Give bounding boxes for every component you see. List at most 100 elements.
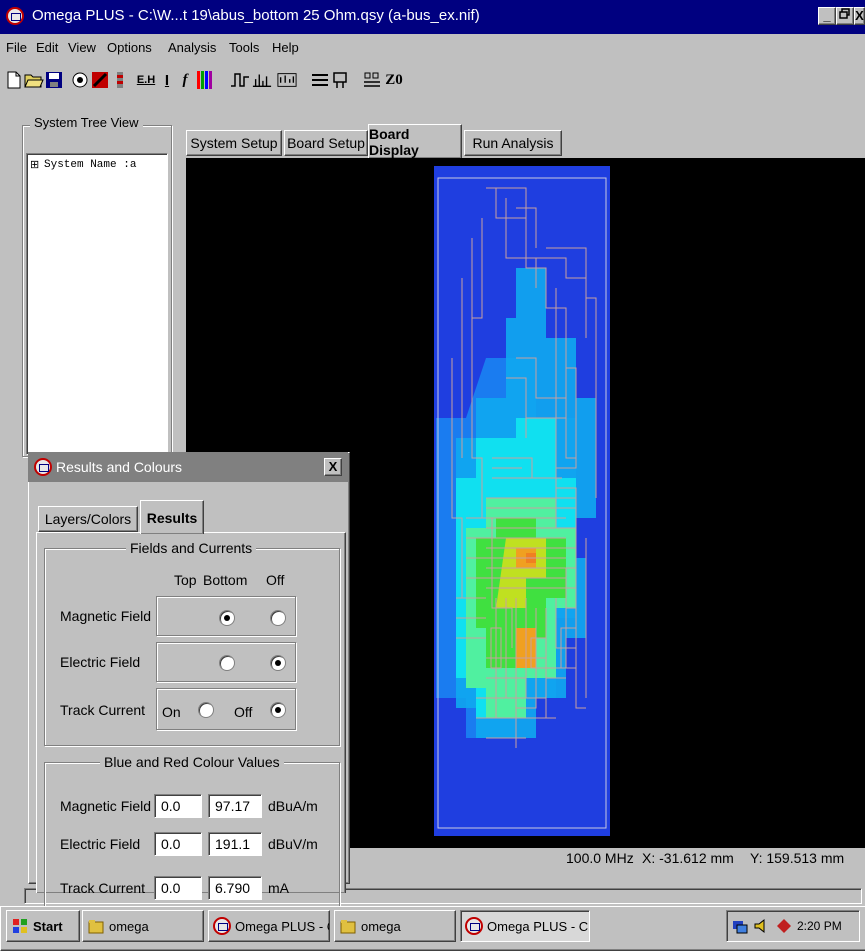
clock[interactable]: 2:20 PM (797, 919, 842, 933)
tab-layers-colors[interactable]: Layers/Colors (38, 506, 138, 532)
color-picker-icon[interactable] (90, 69, 110, 91)
current-icon[interactable]: I (164, 71, 170, 89)
task-omega-plus-2[interactable]: Omega PLUS - C:... (460, 910, 590, 942)
value-electric-label: Electric Field (60, 836, 141, 852)
measure-icon[interactable] (277, 69, 297, 91)
track-off-radio[interactable] (270, 702, 286, 718)
spectrum-icon[interactable] (195, 69, 215, 91)
task-omega-2[interactable]: omega (334, 910, 456, 942)
magnetic-bottom-radio[interactable] (219, 610, 235, 626)
toolbar: E.H I f Z0 (0, 63, 865, 99)
track-current-row-box (156, 688, 296, 730)
minimize-button[interactable]: _ (818, 7, 836, 25)
omega-app-icon (213, 917, 231, 935)
open-folder-icon[interactable] (24, 69, 44, 91)
track-on-label: On (162, 704, 181, 720)
electric-field-row-box (156, 642, 296, 682)
tree-expand-icon[interactable]: ⊞ (30, 159, 40, 171)
waveform-icon[interactable] (252, 69, 272, 91)
status-x-coordinate: X: -31.612 mm (642, 850, 734, 866)
network-icon[interactable] (731, 917, 749, 935)
task-omega-plus-1[interactable]: Omega PLUS - C:... (208, 910, 330, 942)
windows-logo-icon (13, 919, 27, 933)
menu-view[interactable]: View (68, 40, 96, 55)
restore-button[interactable] (836, 7, 854, 25)
menu-file[interactable]: File (6, 40, 27, 55)
title-bar[interactable]: Omega PLUS - C:\W...t 19\abus_bottom 25 … (0, 0, 865, 34)
tab-board-setup[interactable]: Board Setup (284, 130, 368, 156)
track-off-label: Off (234, 704, 253, 720)
board-heatmap (434, 166, 610, 836)
menu-options[interactable]: Options (107, 40, 152, 55)
dialog-close-button[interactable]: X (324, 458, 342, 476)
app-icon[interactable] (6, 7, 24, 25)
component-icon[interactable] (330, 69, 350, 91)
magnetic-off-radio[interactable] (270, 610, 286, 626)
tab-results[interactable]: Results (140, 500, 204, 534)
layers-icon[interactable] (310, 69, 330, 91)
electric-field-label: Electric Field (60, 654, 141, 670)
start-label: Start (33, 918, 63, 934)
track-unit: mA (268, 880, 289, 896)
mode-icon[interactable] (362, 69, 382, 91)
task-omega-1[interactable]: omega (82, 910, 204, 942)
electric-red-input[interactable]: 191.1 (208, 832, 262, 856)
electric-off-radio[interactable] (270, 655, 286, 671)
task-label: Omega PLUS - C:... (487, 918, 589, 934)
track-red-input[interactable]: 6.790 (208, 876, 262, 900)
start-button[interactable]: Start (6, 910, 80, 942)
close-button[interactable]: X (854, 7, 865, 25)
task-label: Omega PLUS - C:... (235, 918, 329, 934)
magnetic-unit: dBuA/m (268, 798, 318, 814)
pulse-icon[interactable] (230, 69, 250, 91)
menu-bar: File Edit View Options Analysis Tools He… (0, 36, 865, 60)
tab-system-setup[interactable]: System Setup (186, 130, 282, 156)
menu-tools[interactable]: Tools (229, 40, 260, 55)
value-track-label: Track Current (60, 880, 146, 896)
task-label: omega (361, 918, 401, 934)
dialog-title-bar[interactable]: Results and Colours X (28, 452, 348, 482)
status-frequency: 100.0 MHz (566, 850, 634, 866)
eh-field-icon[interactable]: E.H (136, 74, 156, 86)
window-title: Omega PLUS - C:\W...t 19\abus_bottom 25 … (32, 7, 480, 24)
menu-help[interactable]: Help (272, 40, 299, 55)
column-bottom: Bottom (203, 572, 248, 588)
tab-board-display[interactable]: Board Display (368, 124, 462, 158)
electric-blue-input[interactable]: 0.0 (154, 832, 202, 856)
electric-bottom-radio[interactable] (219, 655, 235, 671)
menu-edit[interactable]: Edit (36, 40, 59, 55)
menu-analysis[interactable]: Analysis (168, 40, 217, 55)
tree-item-system-name[interactable]: System Name :a (44, 159, 137, 171)
system-tree-title: System Tree View (30, 115, 143, 130)
omega-app-icon (465, 917, 483, 935)
track-blue-input[interactable]: 0.0 (154, 876, 202, 900)
status-y-coordinate: Y: 159.513 mm (750, 850, 845, 866)
system-tree-list[interactable] (26, 153, 168, 455)
dialog-title: Results and Colours (56, 459, 183, 475)
task-label: omega (109, 918, 149, 934)
magnetic-red-input[interactable]: 97.17 (208, 794, 262, 818)
magnetic-field-label: Magnetic Field (60, 608, 152, 624)
colour-values-title: Blue and Red Colour Values (100, 754, 284, 770)
column-off: Off (266, 572, 285, 588)
save-icon[interactable] (44, 69, 64, 91)
restore-icon (839, 8, 850, 19)
new-file-icon[interactable] (4, 69, 24, 91)
function-icon[interactable]: f (182, 71, 188, 88)
track-current-label: Track Current (60, 702, 146, 718)
magnetic-blue-input[interactable]: 0.0 (154, 794, 202, 818)
value-magnetic-label: Magnetic Field (60, 798, 152, 814)
tab-run-analysis[interactable]: Run Analysis (464, 130, 562, 156)
view-eye-icon[interactable] (70, 69, 90, 91)
pcb-traces (451, 187, 597, 748)
probe-icon[interactable] (110, 69, 130, 91)
system-tray: 2:20 PM (726, 910, 860, 942)
impedance-icon[interactable]: Z0 (385, 71, 403, 88)
folder-icon (340, 920, 356, 934)
fields-currents-title: Fields and Currents (126, 540, 257, 556)
track-on-radio[interactable] (198, 702, 214, 718)
dialog-app-icon (34, 458, 52, 476)
monitor-icon[interactable] (775, 917, 793, 935)
volume-icon[interactable] (753, 917, 771, 935)
folder-icon (88, 920, 104, 934)
